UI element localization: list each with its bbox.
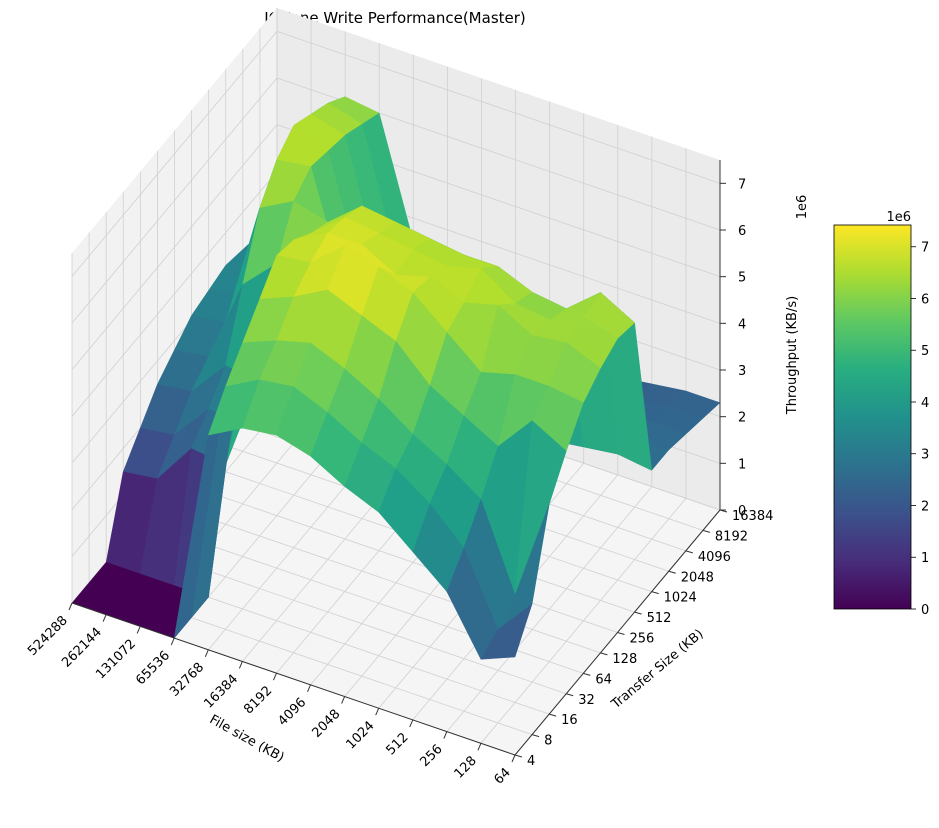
colorbar-gradient <box>833 224 912 610</box>
y-tick-label: 128 <box>612 652 637 667</box>
x-tick-mark <box>102 614 107 622</box>
x-tick-label: 16384 <box>201 672 241 712</box>
x-tick-mark <box>477 743 482 751</box>
x-tick-mark <box>273 672 277 681</box>
gridline-floor-y <box>174 480 618 633</box>
x-tick-label: 4096 <box>275 695 309 729</box>
x-tick-mark <box>409 719 414 728</box>
x-tick-label: 131072 <box>93 637 139 683</box>
x-tick-label: 64 <box>492 765 514 787</box>
x-tick-mark <box>375 708 380 716</box>
y-tick-label: 4096 <box>698 550 731 565</box>
z-tick-label: 4 <box>738 317 746 332</box>
x-axis-line <box>71 602 516 756</box>
x-tick-label: 2048 <box>309 707 343 741</box>
y-tick-label: 8192 <box>715 529 748 544</box>
colorbar-tick-label: 7 <box>921 241 929 256</box>
x-tick-mark <box>170 637 175 646</box>
y-tick-mark <box>617 632 625 635</box>
gridline-wall-z <box>276 30 721 184</box>
y-tick-label: 2048 <box>681 570 714 585</box>
x-axis-label: File size (KB) <box>207 712 287 765</box>
y-tick-label: 16384 <box>732 509 773 524</box>
x-tick-mark <box>443 731 448 739</box>
x-tick-mark <box>341 696 346 704</box>
z-tick-label: 6 <box>738 224 746 239</box>
x-tick-mark <box>68 602 73 611</box>
colorbar-ticks: 0 1 2 3 4 5 6 7 <box>911 241 929 618</box>
x-tick-label: 262144 <box>59 625 105 671</box>
z-axis-label: Throughput (KB/s) <box>785 296 800 415</box>
y-tick-label: 8 <box>544 734 552 749</box>
gridline-wall-z <box>71 124 278 370</box>
y-tick-label: 1024 <box>664 591 697 606</box>
colorbar-tick-label: 3 <box>921 448 929 463</box>
y-tick-mark <box>566 693 574 697</box>
chart-title: IOZone Write Performance(Master) <box>264 9 526 27</box>
y-tick-label: 512 <box>647 611 672 626</box>
colorbar-tick-label: 0 <box>921 603 929 618</box>
surface-cell <box>480 603 533 660</box>
z-tick-label: 1 <box>738 457 746 472</box>
colorbar-tick-label: 5 <box>921 344 929 359</box>
x-tick-label: 524288 <box>25 613 71 659</box>
z-offset-label: 1e6 <box>795 195 810 220</box>
x-tick-label: 8192 <box>241 683 275 717</box>
colorbar-offset-label: 1e6 <box>886 210 911 225</box>
y-tick-mark <box>634 611 642 615</box>
colorbar-tick-label: 6 <box>921 292 929 307</box>
x-tick-label: 512 <box>383 730 411 758</box>
y-tick-mark <box>651 591 659 595</box>
x-tick-mark <box>511 754 516 763</box>
y-axis-label: Transfer Size (KB) <box>608 627 706 713</box>
gridline-floor-y <box>157 500 601 654</box>
y-tick-label: 16 <box>561 713 578 728</box>
x-tick-mark <box>238 661 243 669</box>
z-tick-label: 0 <box>738 504 746 519</box>
gridline-wall-z <box>71 31 278 277</box>
y-tick-mark <box>600 652 608 656</box>
gridline-wall-z <box>71 171 278 417</box>
y-tick-mark <box>668 570 676 574</box>
z-tick-label: 3 <box>738 364 746 379</box>
y-tick-label: 256 <box>630 632 655 647</box>
y-tick-label: 64 <box>595 672 612 687</box>
gridline-wall-z <box>71 77 278 324</box>
colorbar: 1e6 0 1 2 3 4 5 6 7 <box>833 210 929 618</box>
x-tick-mark <box>204 649 209 657</box>
y-tick-label: 32 <box>578 693 595 708</box>
surface-plot <box>71 96 721 660</box>
y-tick-label: 4 <box>527 754 535 769</box>
colorbar-tick-label: 1 <box>921 551 929 566</box>
y-tick-mark <box>531 734 540 738</box>
y-tick-mark <box>583 672 591 676</box>
z-tick-label: 2 <box>738 411 746 426</box>
x-tick-label: 1024 <box>344 718 378 752</box>
x-tick-mark <box>136 626 141 634</box>
z-tick-label: 7 <box>738 177 746 192</box>
y-tick-mark <box>549 713 557 717</box>
x-tick-mark <box>307 684 311 693</box>
z-tick-label: 5 <box>738 271 746 286</box>
x-tick-label: 65536 <box>133 648 173 688</box>
y-tick-mark <box>702 529 711 533</box>
x-tick-label: 32768 <box>167 660 207 700</box>
y-tick-mark <box>685 550 693 554</box>
x-tick-label: 256 <box>418 742 446 770</box>
x-tick-label: 128 <box>452 754 480 782</box>
colorbar-tick-label: 4 <box>921 396 929 411</box>
y-tick-mark <box>514 754 523 758</box>
colorbar-tick-label: 2 <box>921 499 929 514</box>
